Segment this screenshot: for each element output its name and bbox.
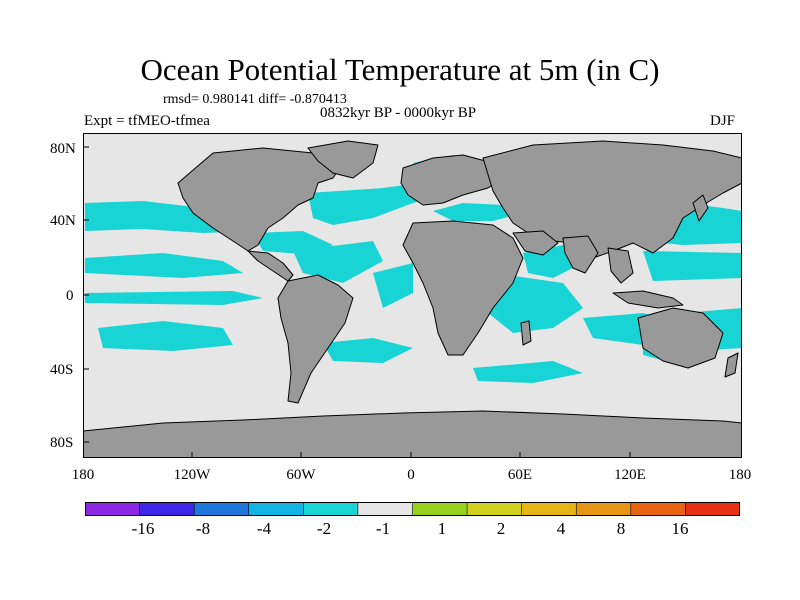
experiment-label: Expt = tfMEO-tfmea [84, 113, 210, 129]
season-label: DJF [710, 113, 736, 129]
land-north-america [177, 147, 344, 252]
land-australia [637, 307, 724, 369]
colorbar-box [248, 502, 304, 516]
lat-label-40s: 40S [50, 362, 74, 378]
colorbar-label: 8 [616, 519, 626, 538]
map-ticks [83, 146, 631, 458]
anomaly-mediterranean [433, 203, 523, 221]
colorbar-box [521, 502, 577, 516]
colorbar-box [303, 502, 359, 516]
colorbar-box [630, 502, 687, 516]
lat-label-80s: 80S [50, 435, 74, 451]
colorbar-box [575, 502, 632, 516]
colorbar-label: -4 [256, 519, 272, 538]
land-masses [83, 140, 742, 458]
colorbar-label: -2 [316, 519, 332, 538]
colorbar-label: 2 [496, 519, 506, 538]
colorbar-box [357, 502, 414, 516]
anomaly-tropical-pacific [85, 253, 243, 278]
colorbar [85, 502, 740, 516]
lon-label-180e: 180 [728, 467, 752, 483]
land-asia [482, 140, 742, 259]
land-indonesia [612, 290, 684, 309]
land-arabia [512, 230, 559, 256]
stats-line: rmsd= 0.980141 diff= -0.870413 [163, 92, 347, 107]
lon-label-120w: 120W [173, 467, 211, 483]
lon-label-120e: 120E [614, 467, 646, 483]
anomaly-tropical-atlantic [293, 241, 383, 283]
colorbar-box [685, 502, 740, 516]
colorbar-box [466, 502, 523, 516]
lat-label-eq: 0 [66, 288, 74, 304]
lat-label-40n: 40N [50, 213, 76, 229]
lon-label-180w: 180 [71, 467, 95, 483]
land-central-america [247, 250, 294, 282]
colorbar-label: 16 [671, 519, 689, 538]
anomaly-map [83, 133, 742, 458]
lon-label-0: 0 [407, 467, 415, 483]
land-antarctica [83, 410, 742, 458]
period-label: 0832kyr BP - 0000kyr BP [320, 105, 477, 121]
colorbar-label: 4 [556, 519, 566, 538]
land-southeast-asia [607, 247, 634, 284]
lat-label-80n: 80N [50, 141, 76, 157]
colorbar-label: -1 [375, 519, 391, 538]
colorbar-box [85, 502, 141, 516]
anomaly-equatorial-band [85, 291, 263, 305]
lon-label-60w: 60W [286, 467, 316, 483]
colorbar-box [139, 502, 195, 516]
land-europe [400, 154, 504, 206]
land-africa [402, 220, 524, 356]
anomaly-east-atlantic [373, 263, 413, 308]
land-greenland [307, 140, 379, 179]
land-india [562, 235, 599, 274]
map-title: Ocean Potential Temperature at 5m (in C) [140, 52, 660, 87]
anomaly-south-atlantic [323, 338, 413, 363]
colorbar-box [412, 502, 468, 516]
colorbar-box [193, 502, 250, 516]
colorbar-label: 1 [437, 519, 447, 538]
anomaly-indian-ocean [488, 273, 583, 333]
land-new-zealand [724, 352, 739, 378]
colorbar-label: -8 [195, 519, 211, 538]
anomaly-southern-ocean [473, 361, 583, 383]
land-japan [692, 194, 709, 222]
lon-label-60e: 60E [507, 467, 533, 483]
anomaly-tropical-pacific-west [643, 251, 742, 281]
colorbar-label: -16 [131, 519, 155, 538]
anomaly-south-pacific [98, 321, 233, 351]
land-south-america [277, 274, 354, 404]
land-madagascar [520, 320, 532, 346]
